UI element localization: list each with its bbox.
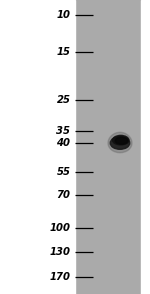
Ellipse shape — [108, 132, 132, 153]
Text: 70: 70 — [57, 190, 70, 200]
Text: 130: 130 — [50, 247, 70, 257]
Text: 10: 10 — [57, 10, 70, 20]
Bar — [0, 0, 75, 294]
Text: 40: 40 — [57, 138, 70, 148]
Text: 25: 25 — [57, 95, 70, 105]
Text: 35: 35 — [57, 126, 70, 136]
Ellipse shape — [110, 136, 130, 149]
Text: 15: 15 — [57, 47, 70, 57]
Bar — [141, 0, 150, 294]
Text: 170: 170 — [50, 272, 70, 282]
Text: 55: 55 — [57, 168, 70, 178]
Text: 100: 100 — [50, 223, 70, 233]
Ellipse shape — [112, 135, 129, 145]
Bar — [75, 0, 141, 294]
Ellipse shape — [115, 137, 128, 144]
